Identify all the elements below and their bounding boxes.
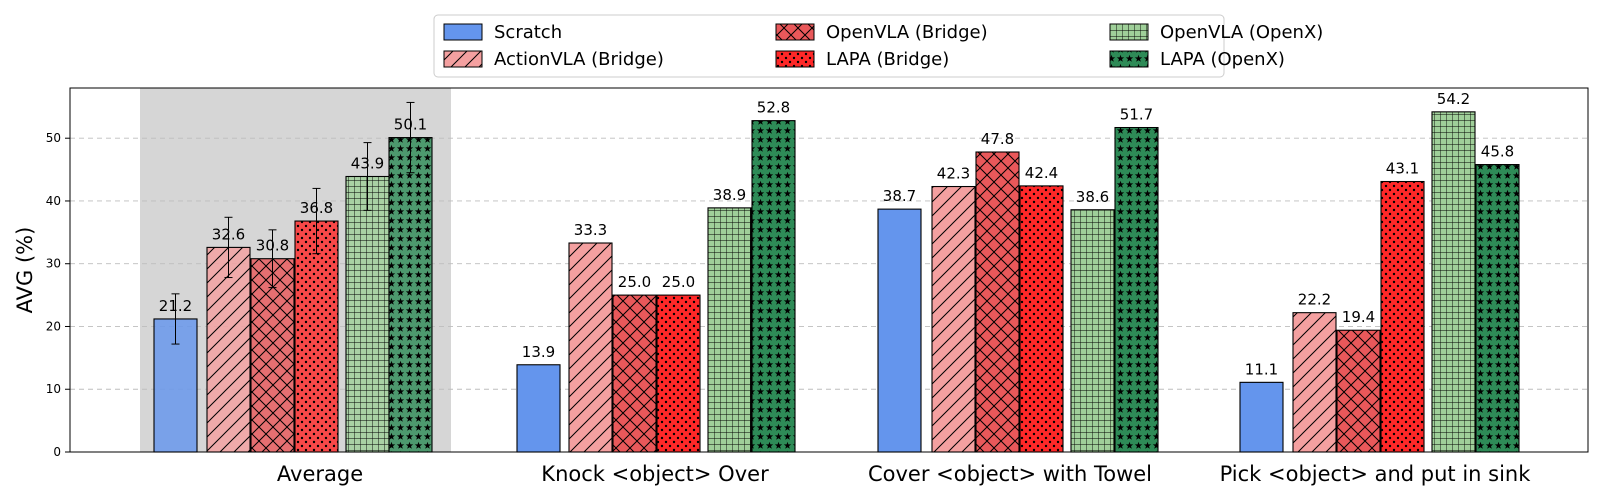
bar-hatch <box>1071 209 1114 452</box>
legend-label: Scratch <box>494 22 562 43</box>
data-label: 43.9 <box>351 154 384 172</box>
bar-hatch <box>1020 185 1063 452</box>
bar-hatch <box>932 186 975 452</box>
data-label: 42.3 <box>937 165 970 183</box>
legend-swatch <box>444 24 482 40</box>
legend-swatch-hatch <box>776 24 814 40</box>
bar <box>878 209 921 452</box>
data-label: 45.8 <box>1481 143 1514 161</box>
bar-hatch <box>1115 127 1158 452</box>
data-label: 19.4 <box>1342 308 1375 326</box>
data-label: 38.9 <box>713 186 746 204</box>
y-tick-label: 40 <box>46 194 61 208</box>
legend-label: OpenVLA (OpenX) <box>1160 22 1323 43</box>
legend-swatch-outline <box>1109 23 1149 41</box>
bar-hatch <box>1337 330 1380 452</box>
y-axis-label: AVG (%) <box>13 227 37 314</box>
legend-swatch-outline <box>775 23 815 41</box>
legend-swatch-outline <box>443 50 483 68</box>
y-tick-label: 0 <box>53 445 61 459</box>
y-tick-label: 30 <box>46 257 61 271</box>
bar-hatch <box>251 258 294 452</box>
bar-hatch <box>1432 111 1475 453</box>
data-label: 32.6 <box>212 225 245 243</box>
data-label: 54.2 <box>1437 90 1470 108</box>
x-tick-label: Cover <object> with Towel <box>868 462 1152 486</box>
data-label: 25.0 <box>662 273 695 291</box>
legend-swatch-hatch <box>1110 24 1148 40</box>
legend-swatch-outline <box>1109 50 1149 68</box>
bar-hatch <box>207 247 250 452</box>
data-label: 33.3 <box>574 221 607 239</box>
y-tick-label: 10 <box>46 382 61 396</box>
data-label: 11.1 <box>1245 360 1278 378</box>
data-label: 38.7 <box>883 187 916 205</box>
data-label: 30.8 <box>256 237 289 255</box>
bar-hatch <box>1293 312 1336 452</box>
legend-swatch-hatch <box>1110 51 1148 67</box>
data-label: 36.8 <box>300 199 333 217</box>
bar-hatch <box>569 243 612 452</box>
legend-swatch-outline <box>775 50 815 68</box>
legend-swatch-hatch <box>444 51 482 67</box>
bar-hatch <box>976 152 1019 452</box>
data-label: 22.2 <box>1298 291 1331 309</box>
legend-label: OpenVLA (Bridge) <box>826 22 988 43</box>
bar-hatch <box>613 295 656 452</box>
legend-label: LAPA (Bridge) <box>826 49 949 70</box>
data-label: 51.7 <box>1120 106 1153 124</box>
x-tick-label: Knock <object> Over <box>541 462 769 486</box>
data-label: 50.1 <box>394 116 427 134</box>
bar-hatch <box>295 221 338 452</box>
y-tick-label: 50 <box>46 131 61 145</box>
legend-box <box>433 14 1225 78</box>
legend-label: ActionVLA (Bridge) <box>494 49 664 70</box>
legend-swatch-hatch <box>776 51 814 67</box>
data-label: 21.2 <box>159 297 192 315</box>
data-label: 42.4 <box>1025 164 1058 182</box>
bar <box>1240 382 1283 452</box>
bar <box>517 364 560 452</box>
data-label: 52.8 <box>757 99 790 117</box>
x-tick-label: Pick <object> and put in sink <box>1220 462 1532 486</box>
legend-swatch-outline <box>443 23 483 41</box>
plot-frame <box>69 87 1589 453</box>
data-label: 13.9 <box>522 343 555 361</box>
bar-hatch <box>346 176 389 452</box>
bar-hatch <box>389 137 432 452</box>
bar-hatch <box>657 295 700 452</box>
bar-hatch <box>752 120 795 452</box>
y-tick-label: 20 <box>46 319 61 333</box>
data-label: 43.1 <box>1386 160 1419 178</box>
bar-hatch <box>1476 164 1519 452</box>
legend-label: LAPA (OpenX) <box>1160 49 1285 70</box>
data-label: 38.6 <box>1076 188 1109 206</box>
bar-hatch <box>708 207 751 452</box>
data-label: 47.8 <box>981 130 1014 148</box>
data-label: 25.0 <box>618 273 651 291</box>
x-tick-label: Average <box>277 462 363 486</box>
bar-hatch <box>1381 181 1424 452</box>
